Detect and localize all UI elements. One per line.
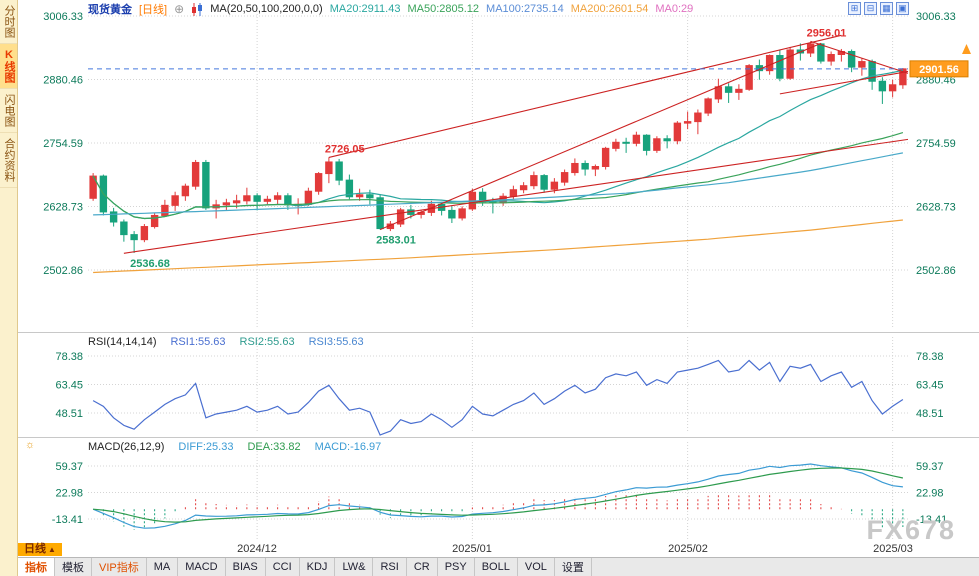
macd-histogram: [102, 493, 904, 530]
ma50-line: [92, 132, 904, 220]
svg-text:-13.41: -13.41: [916, 514, 947, 526]
svg-text:78.38: 78.38: [55, 351, 83, 363]
svg-text:3006.33: 3006.33: [916, 11, 956, 23]
expand-icon[interactable]: ⊕: [174, 2, 185, 16]
toolbar-tab-BOLL[interactable]: BOLL: [474, 558, 518, 576]
svg-text:2502.86: 2502.86: [916, 265, 956, 277]
ma-value-4: MA0:29: [655, 3, 694, 15]
ma-values: MA20:2911.43 MA50:2805.12 MA100:2735.14 MA2…: [330, 3, 701, 15]
window-layout-icons: ⊞ ⊟ ▦ ▣: [848, 2, 909, 15]
toolbar-tab-指标[interactable]: 指标: [18, 558, 55, 576]
period-label: [日线]: [139, 4, 168, 16]
left-sidebar: 分时图 K线图 闪电图 合约资料: [0, 0, 18, 576]
svg-text:2754.59: 2754.59: [916, 138, 956, 150]
toolbar-tab-LW&[interactable]: LW&: [335, 558, 374, 576]
sidebar-tab-分时图[interactable]: 分时图: [0, 0, 17, 44]
up-arrow-icon: ▲: [48, 545, 56, 554]
sidebar-tab-合约资料[interactable]: 合约资料: [0, 133, 17, 188]
trendline-1: [379, 42, 822, 231]
svg-text:2628.73: 2628.73: [43, 201, 83, 213]
rsi-chart[interactable]: 78.38 78.38 63.45 63.45 48.51 48.51: [18, 333, 979, 437]
ma200-line: [93, 219, 903, 274]
toolbar-tab-PSY[interactable]: PSY: [437, 558, 475, 576]
svg-text:2628.73: 2628.73: [916, 201, 956, 213]
toolbar-tab-MA[interactable]: MA: [146, 558, 179, 576]
sidebar-tab-K线图[interactable]: K线图: [0, 44, 17, 89]
toolbar-tab-VOL[interactable]: VOL: [517, 558, 555, 576]
svg-text:63.45: 63.45: [55, 379, 83, 391]
toolbar-tab-设置[interactable]: 设置: [554, 558, 592, 576]
svg-text:22.98: 22.98: [55, 488, 83, 500]
svg-text:2880.46: 2880.46: [43, 75, 83, 87]
layout-single-icon[interactable]: ▣: [896, 2, 909, 15]
svg-text:2880.46: 2880.46: [916, 75, 956, 87]
rsi-line: [92, 359, 904, 436]
diff-line: [92, 463, 903, 529]
price-annotation: 2583.01: [376, 235, 416, 247]
svg-text:-13.41: -13.41: [52, 514, 83, 526]
svg-text:22.98: 22.98: [916, 488, 944, 500]
date-label-2025/03: 2025/03: [873, 543, 913, 555]
trendline-0: [123, 138, 908, 254]
svg-text:48.51: 48.51: [55, 408, 83, 420]
layout-quad-icon[interactable]: ⊟: [864, 2, 877, 15]
main-price-chart[interactable]: 3006.33 3006.33 2880.46 2880.46 2754.59 2754.…: [18, 0, 979, 332]
toolbar-tab-MACD[interactable]: MACD: [178, 558, 226, 576]
indicator-toolbar: 指标 模板 VIP指标 MA MACD BIAS CCI KDJ LW& RSI CR PSY BOLL…: [18, 557, 979, 576]
ma-value-3: MA200:2601.54: [570, 3, 649, 15]
toolbar-tab-BIAS[interactable]: BIAS: [225, 558, 266, 576]
svg-text:78.38: 78.38: [916, 351, 944, 363]
svg-text:59.37: 59.37: [55, 461, 83, 473]
svg-text:2901.56: 2901.56: [919, 64, 959, 76]
toolbar-tab-CCI[interactable]: CCI: [265, 558, 300, 576]
trendline-4: [779, 70, 908, 95]
toolbar-tab-KDJ[interactable]: KDJ: [299, 558, 336, 576]
ma-value-2: MA100:2735.14: [486, 3, 564, 15]
toolbar-tab-RSI[interactable]: RSI: [373, 558, 407, 576]
svg-text:2502.86: 2502.86: [43, 265, 83, 277]
current-price-tag: [909, 60, 969, 78]
symbol-name: 现货黄金: [88, 4, 132, 16]
price-chart-panel: 3006.33 3006.33 2880.46 2880.46 2754.59 2754.…: [18, 0, 979, 332]
trendline-3: [810, 40, 908, 74]
indicator-settings-icon[interactable]: ☼: [25, 439, 36, 451]
candlesticks: [89, 41, 907, 253]
svg-text:2754.59: 2754.59: [43, 138, 83, 150]
chart-main: 现货黄金 [日线] ⊕ MA(20,50,100,200,0,0) MA20:2…: [18, 0, 979, 576]
layout-grid-icon[interactable]: ⊞: [848, 2, 861, 15]
toolbar-tab-模板[interactable]: 模板: [55, 558, 92, 576]
price-annotation: 2536.68: [130, 258, 170, 270]
ma-value-0: MA20:2911.43: [329, 3, 401, 15]
ma100-line: [93, 152, 904, 216]
toolbar-tab-VIP指标[interactable]: VIP指标: [92, 558, 147, 576]
date-label-2025/02: 2025/02: [668, 543, 708, 555]
trendline-2: [328, 34, 842, 158]
macd-panel: MACD(26,12,9) DIFF:25.33 DEA:33.82 MACD:-16…: [18, 437, 979, 543]
dea-line: [93, 467, 904, 523]
svg-text:59.37: 59.37: [916, 461, 944, 473]
price-annotation: 2956.01: [807, 27, 847, 39]
chart-header: 现货黄金 [日线] ⊕ MA(20,50,100,200,0,0) MA20:2…: [18, 0, 979, 18]
svg-text:3006.33: 3006.33: [43, 11, 83, 23]
rsi-panel: RSI(14,14,14) RSI1:55.63 RSI2:55.63 RSI3:55…: [18, 332, 979, 437]
ma-value-1: MA50:2805.12: [407, 3, 480, 15]
date-label-2025/01: 2025/01: [452, 543, 492, 555]
sidebar-tab-闪电图[interactable]: 闪电图: [0, 89, 17, 133]
watermark: FX678: [866, 515, 956, 543]
timeframe-button[interactable]: 日线 ▲: [18, 543, 62, 556]
candlestick-icon: [191, 2, 203, 16]
price-annotation: 2726.05: [325, 143, 365, 155]
ma-settings-label[interactable]: MA(20,50,100,200,0,0): [210, 3, 323, 15]
svg-text:48.51: 48.51: [916, 408, 944, 420]
layout-chart-icon[interactable]: ▦: [880, 2, 893, 15]
timeframe-label: 日线: [24, 543, 47, 555]
price-up-arrow: [962, 44, 971, 54]
svg-text:63.45: 63.45: [916, 379, 944, 391]
date-axis: 日线 ▲ 2024/12 2025/01 2025/02 2025/03: [18, 543, 979, 557]
ma20-line: [92, 69, 904, 220]
toolbar-tab-CR[interactable]: CR: [406, 558, 438, 576]
date-label-2024/12: 2024/12: [237, 543, 277, 555]
